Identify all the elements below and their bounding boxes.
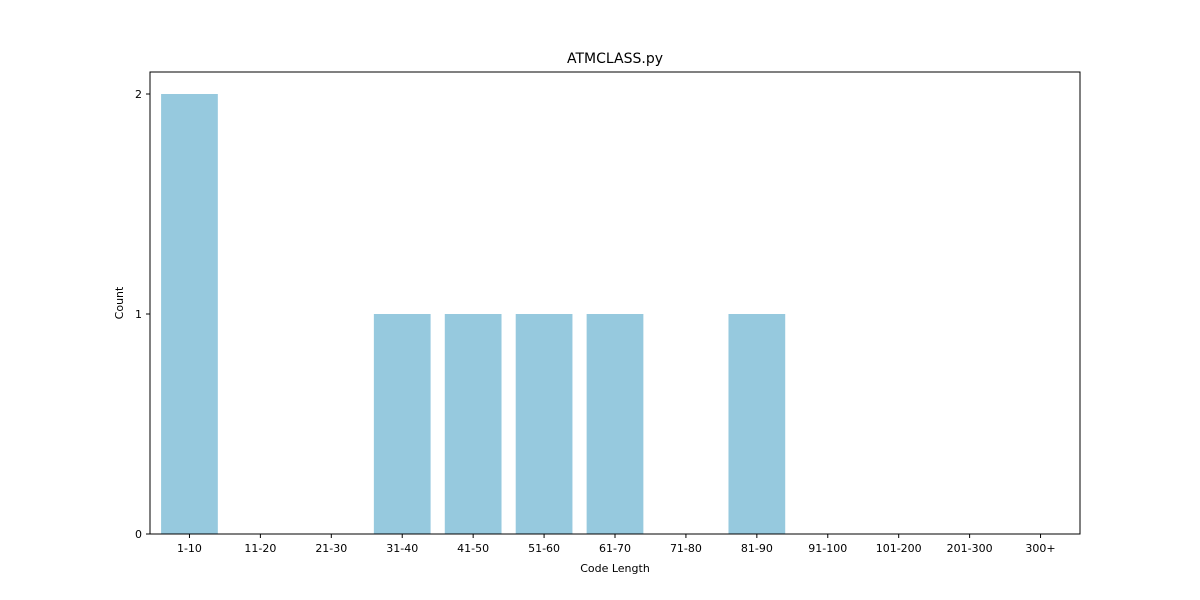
x-axis-ticks: 1-10 11-20 21-30 31-40 41-50 51-60 61-70 71-80 8… xyxy=(177,534,1056,555)
y-axis-label: Count xyxy=(113,286,126,319)
bar-51-60 xyxy=(515,314,573,534)
x-tick-label: 21-30 xyxy=(315,542,347,555)
y-tick-label: 2 xyxy=(135,88,142,101)
x-tick-label: 11-20 xyxy=(244,542,276,555)
y-tick-label: 1 xyxy=(135,308,142,321)
x-tick-label: 81-90 xyxy=(741,542,773,555)
bar-41-50 xyxy=(444,314,502,534)
x-tick-label: 31-40 xyxy=(386,542,418,555)
x-tick-label: 91-100 xyxy=(808,542,847,555)
x-tick-label: 201-300 xyxy=(947,542,993,555)
x-tick-label: 61-70 xyxy=(599,542,631,555)
x-tick-label: 300+ xyxy=(1025,542,1055,555)
y-tick-label: 0 xyxy=(135,528,142,541)
x-tick-label: 41-50 xyxy=(457,542,489,555)
x-tick-label: 101-200 xyxy=(876,542,922,555)
bar-61-70 xyxy=(586,314,644,534)
x-tick-label: 51-60 xyxy=(528,542,560,555)
x-tick-label: 71-80 xyxy=(670,542,702,555)
x-tick-label: 1-10 xyxy=(177,542,202,555)
chart-title: ATMCLASS.py xyxy=(567,51,663,67)
bars-group xyxy=(161,94,786,534)
bar-31-40 xyxy=(373,314,431,534)
bar-1-10 xyxy=(161,94,218,534)
y-axis-ticks: 0 1 2 xyxy=(135,88,150,541)
bar-81-90 xyxy=(728,314,786,534)
x-axis-label: Code Length xyxy=(580,562,650,575)
